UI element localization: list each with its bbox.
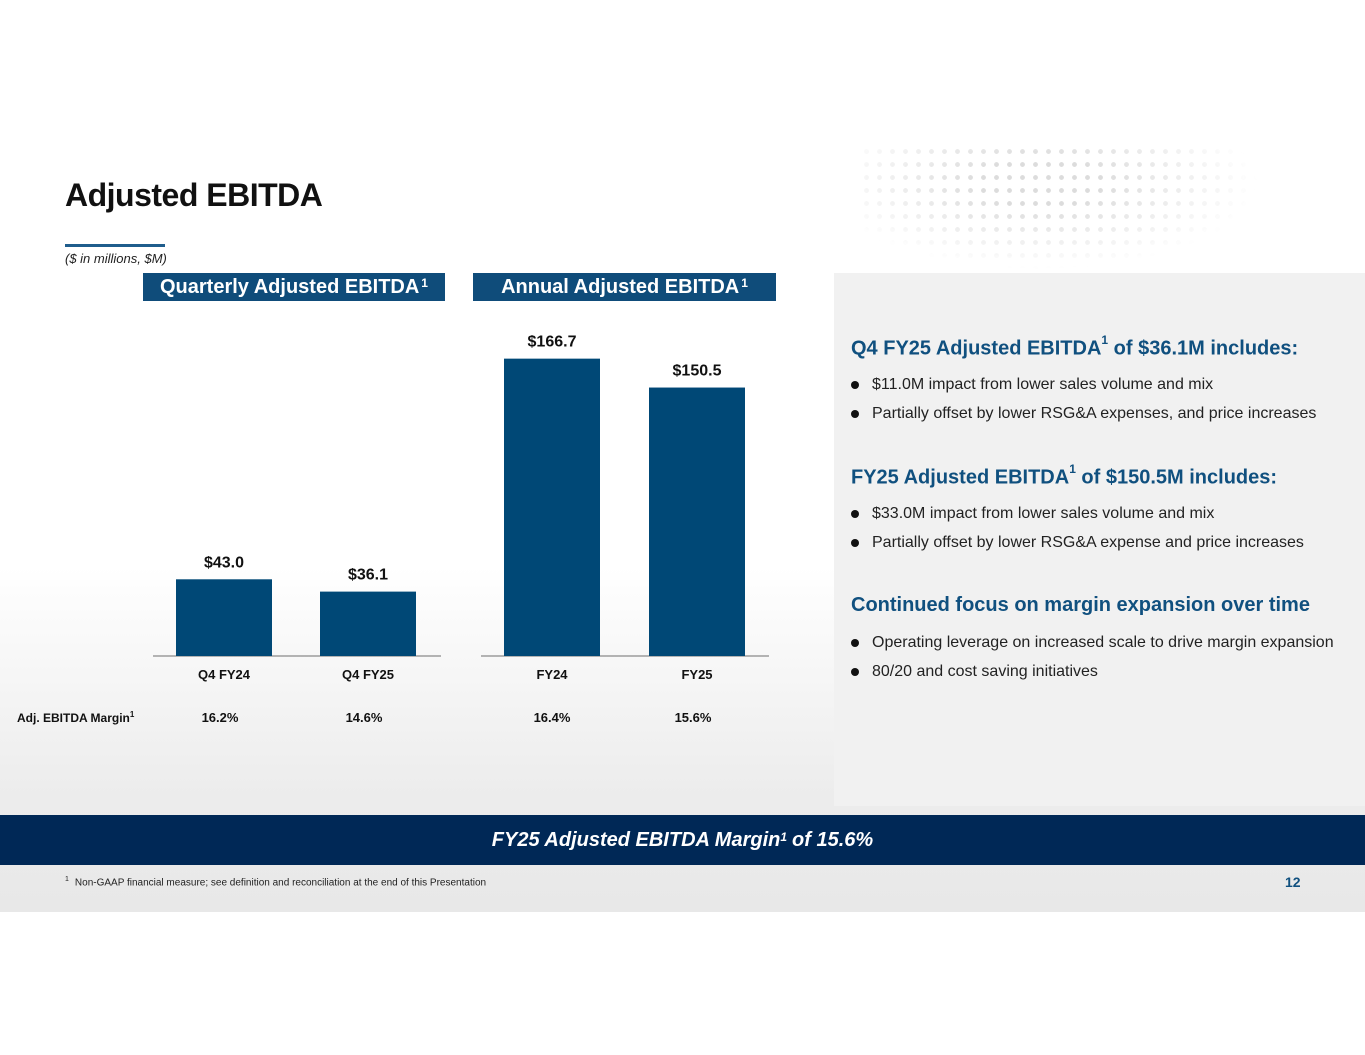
dot-pattern-decoration [860,145,1260,270]
quarterly-category-label-1: Q4 FY25 [342,667,394,682]
page-title: Adjusted EBITDA [65,177,323,213]
quarterly-bar-1 [320,591,416,656]
bullet-dot-icon [851,381,859,389]
page-number: 12 [1285,874,1301,890]
bullet-item: Partially offset by lower RSG&A expenses… [851,405,1316,423]
banner-text-b: of 15.6% [792,828,874,851]
section-heading-sup: 1 [1101,333,1109,347]
annual-bar-0 [504,358,600,656]
annual-category-label-1: FY25 [681,667,712,682]
bullet-dot-icon [851,410,859,418]
ebitda-bar-charts: $43.0 Q4 FY24 16.2% $36.1 Q4 FY25 14.6% $166.7… [17,334,769,725]
quarterly-chart-header-sup: 1 [421,276,428,290]
margin-row-sup: 1 [130,710,135,719]
footnote-text: Non-GAAP financial measure; see definiti… [74,877,487,889]
bullet-dot-icon [851,639,859,647]
units-subtitle: ($ in millions, $M) [65,251,167,266]
bullet-text: 80/20 and cost saving initiatives [872,663,1098,680]
quarterly-value-label-1: $36.1 [348,567,388,584]
section-heading-text-a: FY25 Adjusted EBITDA [851,466,1070,489]
quarterly-value-label-0: $43.0 [204,554,244,571]
quarterly-chart-header-label: Quarterly Adjusted EBITDA [160,275,420,298]
section-heading-2: Continued focus on margin expansion over… [851,594,1310,617]
bullet-dot-icon [851,510,859,518]
bullet-item: 80/20 and cost saving initiatives [851,663,1098,681]
section-heading-sup: 1 [1069,462,1076,476]
annual-chart-header-label: Annual Adjusted EBITDA [501,275,740,298]
footnote: 1 Non-GAAP financial measure; see definit… [65,876,486,888]
annual-category-label-0: FY24 [536,667,568,682]
section-heading-text-a: Q4 FY25 Adjusted EBITDA [851,337,1102,360]
banner-sup: 1 [780,830,788,844]
quarterly-category-label-0: Q4 FY24 [198,667,251,682]
commentary-panel: Q4 FY25 Adjusted EBITDA1 of $36.1M inclu… [834,273,1365,806]
annual-value-label-0: $166.7 [528,334,577,351]
bullet-text: Operating leverage on increased scale to… [872,634,1334,651]
quarterly-chart-header: Quarterly Adjusted EBITDA 1 [143,273,445,301]
section-heading-text-b: of $36.1M includes: [1108,337,1299,360]
margin-row-label: Adj. EBITDA Margin1 [17,710,135,725]
bullet-dot-icon [851,539,859,547]
section-heading-1: FY25 Adjusted EBITDA1 of $150.5M include… [851,462,1278,490]
margin-banner: FY25 Adjusted EBITDA Margin 1 of 15.6% [0,815,1365,865]
bullet-item: $33.0M impact from lower sales volume an… [851,505,1214,523]
section-heading-text-a: Continued focus on margin expansion over… [851,594,1310,616]
quarterly-margin-label-0: 16.2% [202,710,239,725]
banner-text-a: FY25 Adjusted EBITDA Margin [491,828,781,851]
annual-bar-1 [649,387,745,656]
bullet-item: Partially offset by lower RSG&A expense … [851,534,1304,552]
section-heading-text-b: of $150.5M includes: [1075,466,1278,489]
annual-value-label-1: $150.5 [673,363,722,380]
section-heading-0: Q4 FY25 Adjusted EBITDA1 of $36.1M inclu… [851,333,1299,361]
bullet-text: $33.0M impact from lower sales volume an… [872,505,1215,522]
quarterly-bar-0 [176,579,272,656]
bullet-item: Operating leverage on increased scale to… [851,634,1334,652]
annual-margin-label-0: 16.4% [534,710,571,725]
bullet-text: Partially offset by lower RSG&A expenses… [872,405,1317,422]
bullet-text: $11.0M impact from lower sales volume an… [872,376,1214,393]
bullet-text: Partially offset by lower RSG&A expense … [872,534,1304,551]
annual-chart-header-sup: 1 [741,276,748,290]
annual-chart-header: Annual Adjusted EBITDA 1 [473,273,776,301]
bullet-dot-icon [851,668,859,676]
bullet-item: $11.0M impact from lower sales volume an… [851,376,1213,394]
title-underline [65,244,165,247]
slide: Adjusted EBITDA ($ in millions, $M) Quar… [0,145,1365,912]
annual-margin-label-1: 15.6% [675,710,712,725]
quarterly-margin-label-1: 14.6% [346,710,383,725]
footnote-marker: 1 [65,876,69,883]
